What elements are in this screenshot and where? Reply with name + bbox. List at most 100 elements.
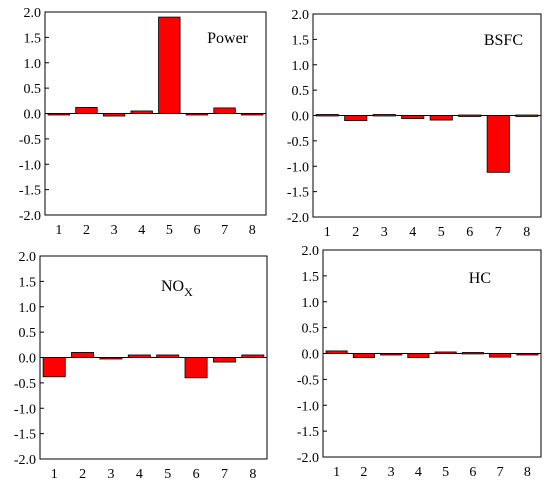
- bar: [458, 114, 482, 117]
- x-tick-label: 4: [415, 465, 422, 480]
- y-tick-label: -1.5: [14, 428, 36, 443]
- y-tick-label: -1.5: [287, 186, 309, 201]
- bar: [516, 353, 539, 356]
- panel-title: BSFC: [484, 32, 523, 49]
- x-tick-label: 5: [166, 223, 173, 238]
- y-tick-label: -2.0: [287, 211, 309, 226]
- bar: [127, 354, 151, 358]
- y-tick-label: 1.5: [19, 275, 37, 290]
- y-tick-label: -0.5: [287, 135, 309, 150]
- y-tick-label: -2.0: [19, 209, 41, 224]
- y-tick-label: -1.0: [297, 399, 319, 414]
- bar: [486, 115, 510, 173]
- x-tick-label: 4: [409, 225, 416, 240]
- bar: [401, 115, 425, 119]
- y-tick-label: 0.0: [292, 110, 310, 125]
- y-tick-label: 1.0: [292, 59, 310, 74]
- bar: [434, 351, 457, 354]
- chart-panel: 2.0 1.5 1.0 0.5 0.0 -0.5 -1.0 -1.5 -2.0 1 2 3 4 5 6 7 8 H…: [297, 244, 542, 480]
- x-tick-label: 2: [79, 467, 86, 482]
- panel-title: Power: [207, 30, 249, 47]
- x-tick-label: 2: [360, 465, 367, 480]
- x-tick-label: 6: [466, 225, 473, 240]
- bar: [315, 114, 339, 117]
- y-tick-label: 1.5: [292, 33, 310, 48]
- x-tick-label: 3: [381, 225, 388, 240]
- x-tick-label: 8: [524, 465, 531, 480]
- y-tick-label: -0.5: [297, 373, 319, 388]
- x-tick-label: 8: [523, 225, 530, 240]
- y-tick-label: -1.5: [297, 425, 319, 440]
- y-tick-label: -0.5: [14, 377, 36, 392]
- x-tick-label: 7: [221, 223, 228, 238]
- y-tick-label: -2.0: [297, 451, 319, 466]
- x-tick-label: 4: [138, 223, 145, 238]
- x-tick-label: 1: [55, 223, 62, 238]
- x-tick-label: 3: [111, 223, 118, 238]
- bar: [407, 353, 430, 359]
- bar: [372, 114, 396, 117]
- bar: [515, 114, 539, 117]
- bar: [184, 357, 208, 379]
- y-tick-label: 1.5: [302, 270, 320, 285]
- y-tick-label: -1.0: [19, 158, 41, 173]
- y-tick-label: -1.0: [14, 402, 36, 417]
- bar: [99, 357, 123, 360]
- x-tick-label: 8: [249, 467, 256, 482]
- bar: [352, 353, 375, 359]
- y-tick-label: 1.0: [24, 57, 42, 72]
- x-tick-label: 8: [249, 223, 256, 238]
- x-tick-label: 6: [469, 465, 476, 480]
- bar: [158, 16, 181, 114]
- x-tick-label: 3: [107, 467, 114, 482]
- x-tick-label: 1: [51, 467, 58, 482]
- y-tick-label: -1.5: [19, 184, 41, 199]
- y-tick-label: 2.0: [292, 8, 310, 23]
- x-tick-label: 3: [388, 465, 395, 480]
- x-tick-label: 6: [193, 223, 200, 238]
- x-tick-label: 1: [324, 225, 331, 240]
- bar: [380, 353, 403, 356]
- bar: [325, 350, 348, 354]
- y-tick-label: 1.0: [19, 301, 37, 316]
- x-tick-label: 6: [193, 467, 200, 482]
- y-tick-label: -0.5: [19, 133, 41, 148]
- x-tick-label: 1: [333, 465, 340, 480]
- bar: [212, 357, 236, 363]
- y-tick-label: 0.5: [24, 82, 42, 97]
- bar: [489, 353, 512, 358]
- bar: [461, 352, 484, 355]
- y-tick-label: 0.5: [292, 84, 310, 99]
- x-tick-label: 5: [442, 465, 449, 480]
- x-tick-label: 4: [136, 467, 143, 482]
- y-tick-label: 0.5: [302, 322, 320, 337]
- y-tick-label: 0.0: [19, 352, 37, 367]
- x-tick-label: 7: [221, 467, 228, 482]
- x-tick-label: 5: [164, 467, 171, 482]
- x-tick-label: 2: [352, 225, 359, 240]
- chart-panel: 2.0 1.5 1.0 0.5 0.0 -0.5 -1.0 -1.5 -2.0 1 2 3 4 5 6 7 8 N…: [14, 250, 268, 482]
- bar: [241, 113, 264, 116]
- y-tick-label: -1.0: [287, 160, 309, 175]
- y-tick-label: 1.5: [24, 31, 42, 46]
- bar: [75, 107, 98, 114]
- x-tick-label: 7: [495, 225, 502, 240]
- y-tick-label: 0.0: [24, 108, 42, 123]
- bar: [102, 113, 126, 117]
- bar: [71, 352, 95, 358]
- y-tick-label: 1.0: [302, 296, 320, 311]
- y-tick-label: 0.0: [302, 348, 320, 363]
- panel-title: HC: [469, 270, 491, 287]
- bar: [47, 113, 70, 116]
- y-tick-label: 2.0: [19, 250, 37, 265]
- bar: [42, 357, 66, 378]
- bar: [185, 113, 209, 116]
- bar: [344, 115, 368, 121]
- y-tick-label: 2.0: [302, 244, 320, 259]
- y-tick-label: 0.5: [19, 326, 37, 341]
- bar: [429, 115, 453, 121]
- bar: [213, 107, 236, 114]
- y-tick-label: 2.0: [24, 6, 42, 21]
- x-tick-label: 7: [497, 465, 504, 480]
